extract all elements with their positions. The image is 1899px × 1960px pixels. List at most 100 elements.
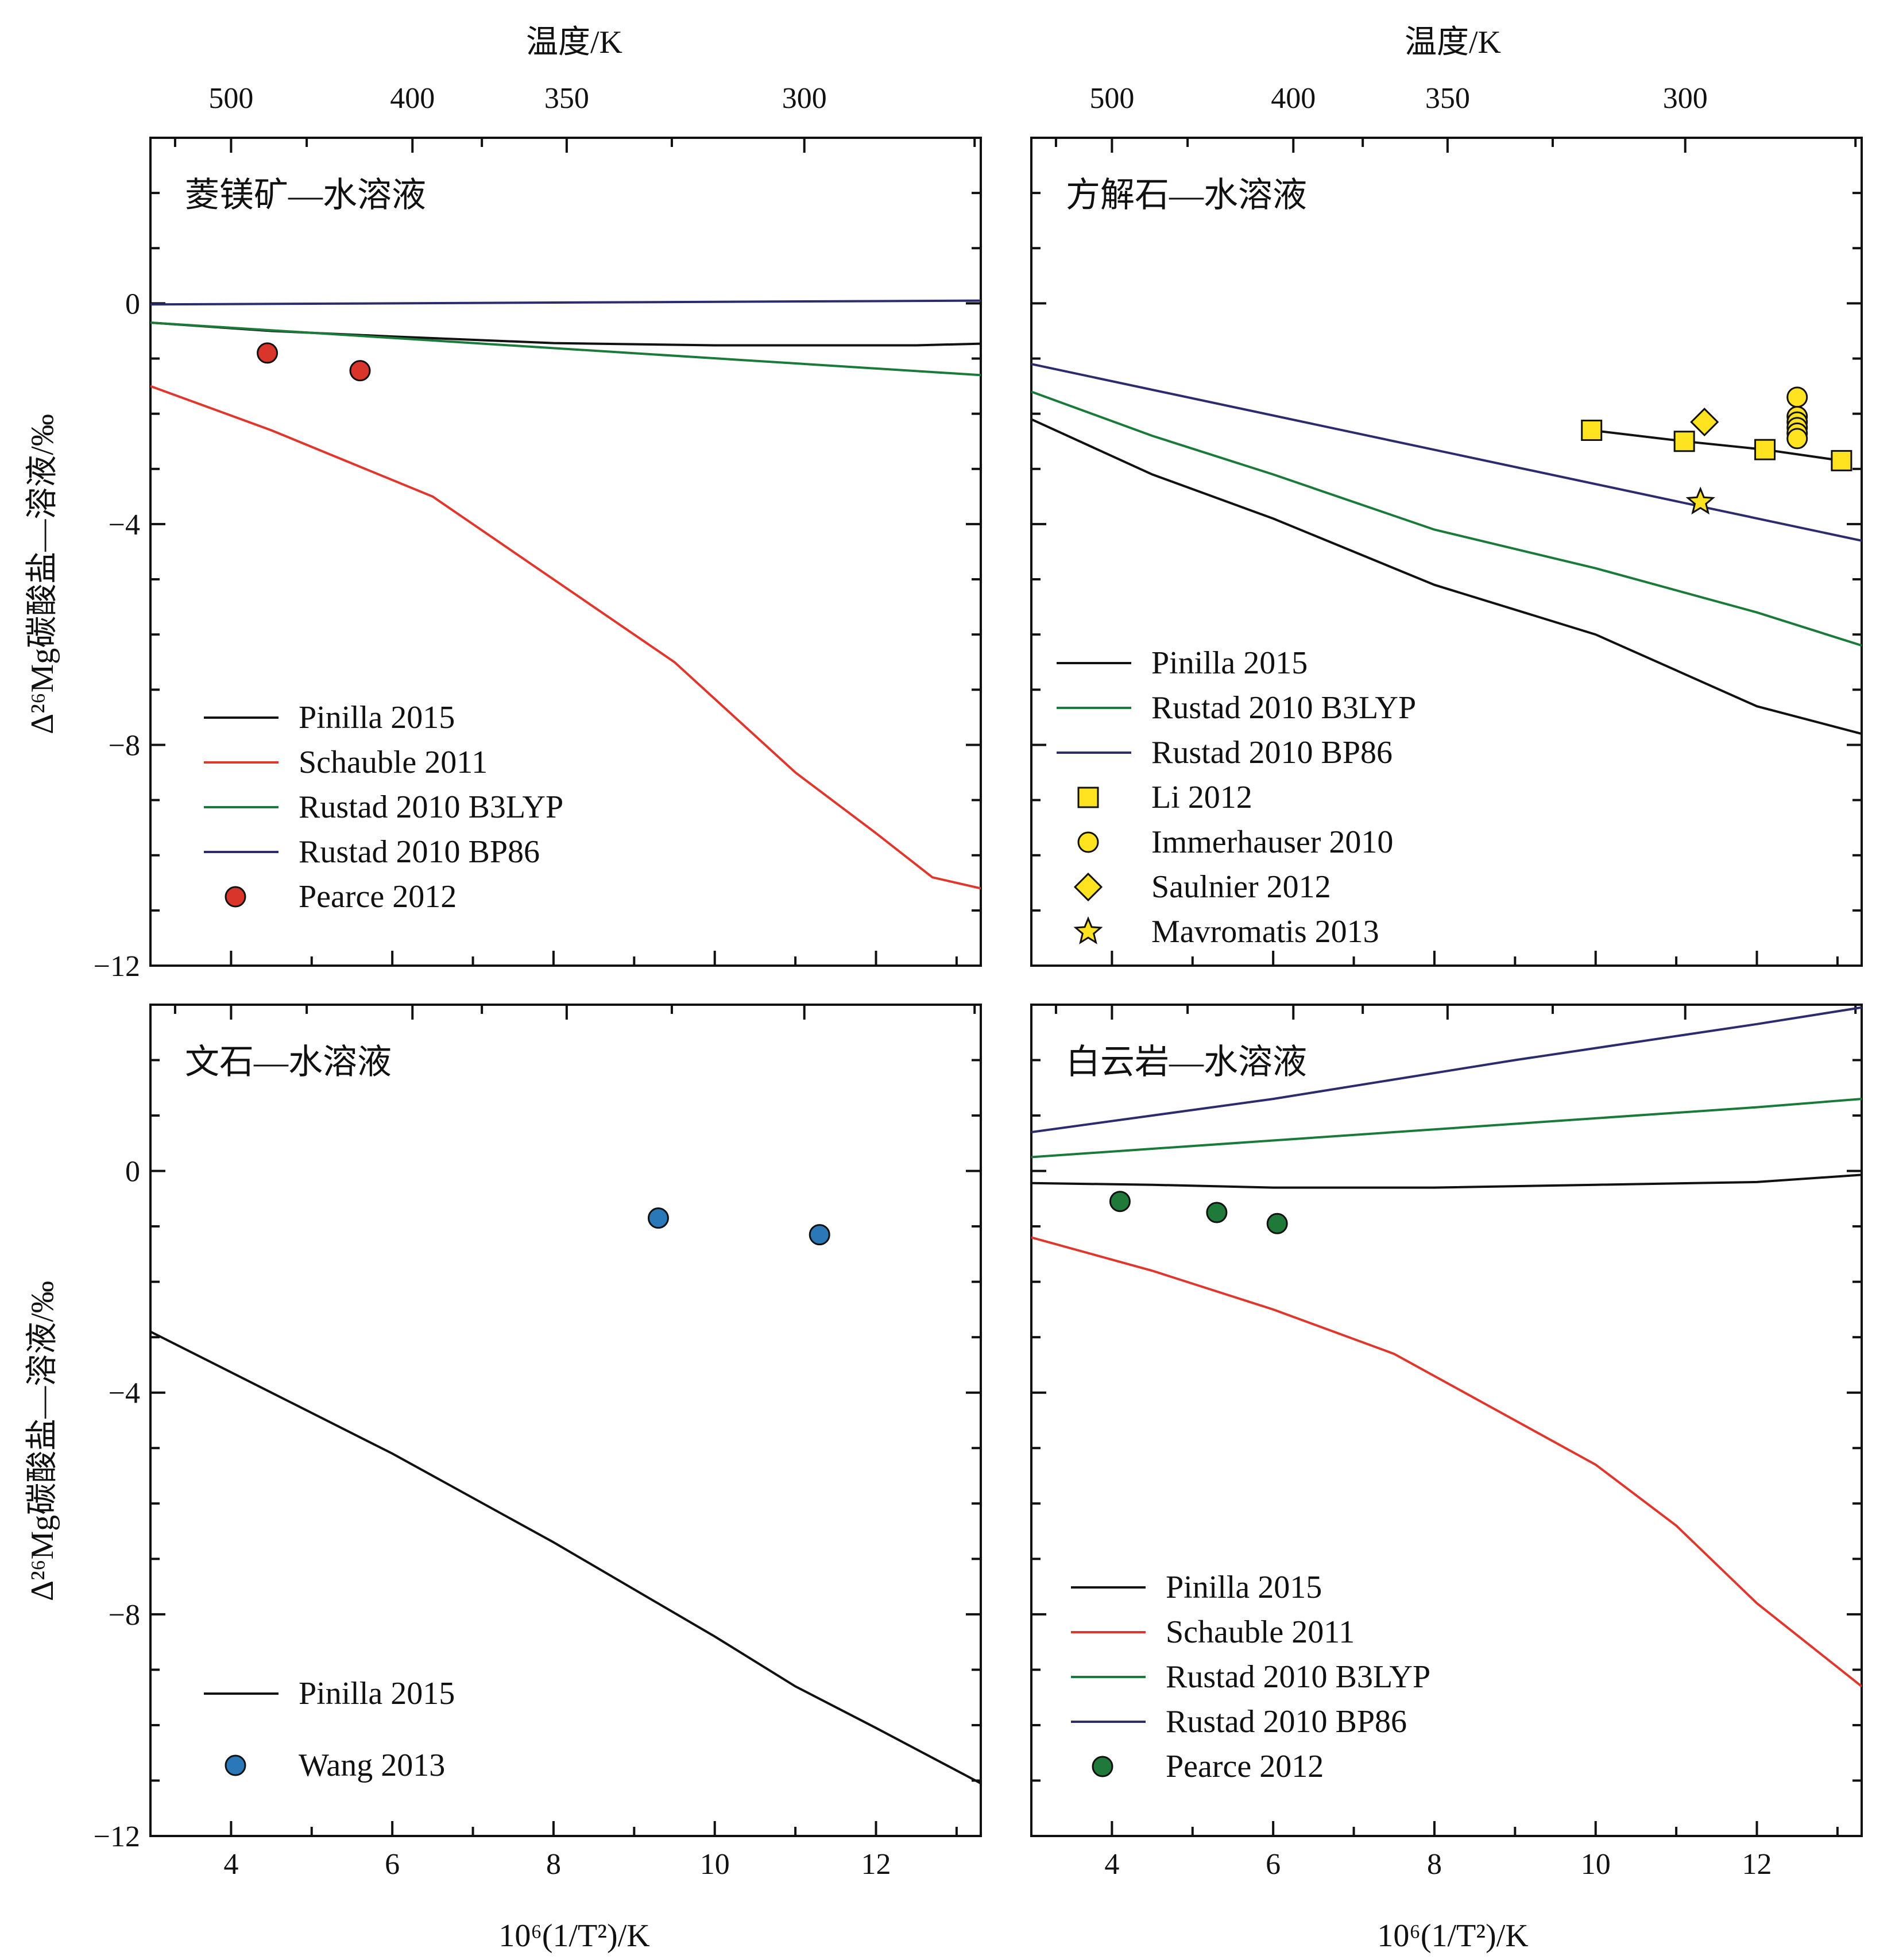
y-tick-label: −8 [109, 729, 140, 762]
y-tick-label: −4 [109, 509, 140, 541]
legend-label: Schauble 2011 [299, 745, 488, 780]
legend-label: Wang 2013 [299, 1748, 445, 1783]
legend-marker [225, 886, 246, 908]
temp-tick-label: 500 [1089, 82, 1134, 115]
x-tick-label: 4 [223, 1848, 238, 1881]
legend-marker [1092, 1756, 1113, 1777]
data-point [257, 342, 279, 364]
series-line [1031, 363, 1862, 542]
panel-title: 文石—水溶液 [185, 1043, 392, 1081]
data-point [1109, 1191, 1131, 1213]
legend-label: Saulnier 2012 [1151, 869, 1331, 905]
legend-marker [1077, 831, 1099, 853]
panel-magnesite: −12 −8 −4 0 500 400 350 300 菱镁矿—水溶液 Pinilla 2015 S… [94, 82, 982, 983]
x-tick-label: 8 [546, 1848, 561, 1881]
series-line [150, 385, 981, 890]
series-group [1031, 363, 1862, 735]
data-point [647, 1207, 669, 1229]
data-point [1685, 486, 1715, 515]
series-line [1031, 418, 1862, 735]
plot-frame [149, 137, 982, 967]
panel-title: 方解石—水溶液 [1066, 176, 1307, 214]
y-axis-title-bottom: Δ²⁶Mg碳酸盐—溶液/‰ [25, 1281, 60, 1601]
legend-label: Pinilla 2015 [299, 700, 455, 735]
bottom-axis-title-left: 10⁶(1/T²)/K [498, 1918, 649, 1954]
y-tick-label: −12 [94, 1820, 140, 1853]
legend-marker [225, 1754, 246, 1776]
x-tick-label: 12 [1742, 1848, 1772, 1881]
series-line [150, 1330, 981, 1785]
series-group [150, 299, 981, 890]
legend-label: Pearce 2012 [1166, 1749, 1324, 1784]
legend-label: Rustad 2010 B3LYP [299, 789, 563, 825]
x-tick-label: 4 [1104, 1848, 1119, 1881]
panel-aragonite: −12 −8 −4 0 4 6 8 10 12 文石—水溶液 Pinilla 2015 Wang 20… [94, 1004, 982, 1881]
legend: Pinilla 2015 Schauble 2011 Rustad 2010 B3L… [204, 700, 563, 915]
temp-tick-label: 350 [1425, 82, 1470, 115]
x-tick-label: 6 [1266, 1848, 1281, 1881]
data-point [1206, 1202, 1228, 1223]
legend-label: Rustad 2010 B3LYP [1151, 690, 1416, 726]
data-point [1786, 428, 1808, 450]
legend-label: Rustad 2010 BP86 [1166, 1704, 1407, 1740]
x-tick-label: 6 [385, 1848, 400, 1881]
legend-marker [1073, 872, 1103, 902]
x-tick-label: 12 [861, 1848, 891, 1881]
temp-tick-label: 350 [544, 82, 589, 115]
temp-tick-label: 400 [1271, 82, 1316, 115]
plot-frame [149, 1004, 982, 1837]
temp-tick-label: 500 [208, 82, 253, 115]
x-tick-label: 8 [1427, 1848, 1442, 1881]
series-group [1031, 1006, 1862, 1687]
series-line [150, 321, 981, 347]
x-tick-label: 10 [1581, 1848, 1611, 1881]
y-axis-title-top: Δ²⁶Mg碳酸盐—溶液/‰ [25, 414, 60, 734]
data-point [1581, 420, 1603, 441]
series-line [150, 321, 981, 377]
bottom-axis-title-right: 10⁶(1/T²)/K [1377, 1918, 1528, 1954]
data-point [1673, 431, 1695, 452]
legend-label: Pinilla 2015 [299, 1676, 455, 1711]
y-tick-label: 0 [125, 288, 140, 320]
legend-label: Pearce 2012 [299, 879, 457, 915]
legend-label: Schauble 2011 [1166, 1614, 1355, 1650]
x-tick-label: 10 [700, 1848, 730, 1881]
legend-label: Pinilla 2015 [1151, 645, 1308, 681]
temp-tick-label: 300 [1663, 82, 1708, 115]
data-point [1754, 439, 1776, 460]
legend-marker [1077, 787, 1099, 808]
panel-title: 菱镁矿—水溶液 [185, 176, 426, 214]
panel-dolomite: 4 6 8 10 12 白云岩—水溶液 Pinilla 2015 Schauble 2011 R… [1030, 1004, 1863, 1881]
temp-tick-label: 400 [390, 82, 435, 115]
top-axis-title-right: 温度/K [1405, 25, 1501, 60]
series-line [1031, 390, 1862, 647]
top-axis-title-left: 温度/K [526, 25, 622, 60]
y-tick-label: 0 [125, 1156, 140, 1188]
series-line [1031, 1098, 1862, 1159]
temp-tick-label: 300 [782, 82, 827, 115]
legend: Pinilla 2015 Rustad 2010 B3LYP Rustad 2010… [1057, 645, 1416, 950]
series-line [1031, 1006, 1862, 1133]
data-point [1831, 450, 1852, 471]
series-line [150, 299, 981, 306]
legend-label: Rustad 2010 B3LYP [1166, 1659, 1430, 1695]
data-point [349, 360, 371, 382]
data-point [1690, 408, 1719, 437]
legend-label: Pinilla 2015 [1166, 1570, 1322, 1605]
series-line [1591, 429, 1842, 462]
legend-label: Rustad 2010 BP86 [299, 834, 540, 870]
series-line [1031, 1236, 1862, 1687]
legend: Pinilla 2015 Wang 2013 [204, 1676, 455, 1783]
y-tick-label: −4 [109, 1377, 140, 1410]
legend-marker [1073, 916, 1103, 944]
series-group [150, 1207, 981, 1785]
legend-label: Rustad 2010 BP86 [1151, 735, 1393, 770]
panel-title: 白云岩—水溶液 [1066, 1043, 1307, 1081]
y-tick-label: −12 [94, 950, 140, 983]
legend: Pinilla 2015 Schauble 2011 Rustad 2010 B3L… [1071, 1570, 1430, 1784]
series-line [1031, 1173, 1862, 1189]
data-point [1266, 1213, 1288, 1234]
data-point [1786, 386, 1808, 408]
legend-label: Mavromatis 2013 [1151, 914, 1379, 950]
